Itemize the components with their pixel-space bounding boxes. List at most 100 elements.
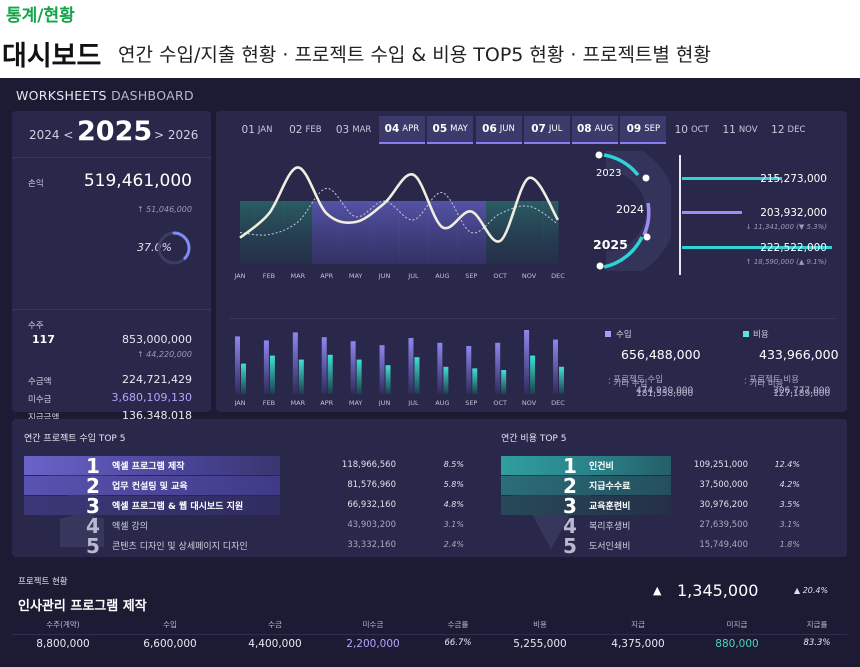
income-label: 수입 xyxy=(616,330,632,340)
bar-x-tick: APR xyxy=(320,399,333,406)
prev-year-button[interactable]: 2024 < xyxy=(29,128,74,142)
top-list-row[interactable]: 5 콘텐츠 디자인 및 상세페이지 디자인 xyxy=(24,533,280,558)
project-name[interactable]: 인사관리 프로그램 제작 xyxy=(18,599,147,614)
top-list-row[interactable]: 4 엑셀 강의 xyxy=(24,513,280,538)
month-name: JUL xyxy=(548,124,563,134)
income-bar xyxy=(350,341,356,394)
year-label[interactable]: 2025 xyxy=(593,237,628,252)
month-tab-apr[interactable]: 04 APR xyxy=(378,116,425,144)
project-section-label: 프로젝트 현황 xyxy=(18,577,68,587)
month-tab-may[interactable]: 05 MAY xyxy=(427,116,474,144)
cost-bar xyxy=(241,363,246,394)
line-x-tick: DEC xyxy=(551,272,565,280)
other-income-value: 181,558,000 xyxy=(636,389,694,399)
month-tab-jul[interactable]: 07 JUL xyxy=(523,116,570,144)
rank-number: 4 xyxy=(86,513,100,538)
category-title: 통계/현황 xyxy=(6,6,75,26)
project-col-value: 66.7% xyxy=(444,638,472,648)
line-x-tick: AUG xyxy=(435,272,449,280)
top-list-row[interactable]: 3 엑셀 프로그램 & 웹 대시보드 지원 xyxy=(24,494,280,518)
project-col-label: 지급 xyxy=(631,620,645,629)
project-col-value: 8,800,000 xyxy=(36,638,90,650)
year-bar xyxy=(682,246,832,249)
top-list-row[interactable]: 2 업무 컨설팅 및 교육 xyxy=(24,474,280,498)
year-compare-arc xyxy=(595,151,671,271)
dashboard: WORKSHEETS DASHBOARD 2024 < 2025 > 2026 … xyxy=(0,78,860,667)
income-bar xyxy=(553,339,558,394)
orders-delta: ↑ 44,220,000 xyxy=(136,350,192,359)
month-num: 05 xyxy=(432,123,448,135)
top-list-row[interactable]: 1 엑셀 프로그램 제작 xyxy=(24,454,280,478)
cost-bar xyxy=(530,355,536,394)
month-name: DEC xyxy=(787,125,806,135)
bar-x-tick: MAY xyxy=(349,399,363,406)
project-col-value: 6,600,000 xyxy=(143,638,197,650)
month-num: 07 xyxy=(531,123,546,135)
line-x-tick: JUN xyxy=(378,272,391,280)
rank-pct: 12.4% xyxy=(774,460,800,469)
rank-name: 업무 컨설팅 및 교육 xyxy=(112,482,188,492)
line-x-tick: APR xyxy=(320,272,333,280)
page-subtitle: 연간 수입/지출 현황 · 프로젝트 수입 & 비용 TOP5 현황 · 프로젝… xyxy=(118,44,711,66)
rank-number: 3 xyxy=(563,493,577,518)
year-label[interactable]: 2023 xyxy=(596,168,622,179)
month-tab-sep[interactable]: 09 SEP xyxy=(620,116,667,144)
month-tab-oct[interactable]: 10 OCT xyxy=(669,116,715,144)
top-list-row[interactable]: 4 복리후생비 xyxy=(501,514,671,538)
rank-value: 33,332,160 xyxy=(347,540,396,550)
month-tab-feb[interactable]: 02 FEB xyxy=(282,116,328,144)
bar-x-tick: JUN xyxy=(378,399,391,406)
rank-pct: 3.1% xyxy=(443,520,464,529)
top-list-row[interactable]: 1 인건비 xyxy=(501,453,671,478)
income-bar xyxy=(466,346,472,394)
line-x-tick: FEB xyxy=(263,272,275,280)
area-segment xyxy=(543,201,559,264)
summary-row-label: 수금액 xyxy=(28,377,52,387)
month-tab-jan[interactable]: 01 JAN xyxy=(234,116,280,144)
year-arc-dot xyxy=(596,262,604,270)
month-tab-aug[interactable]: 08 AUG xyxy=(572,116,619,144)
top-list-row[interactable]: 5 도서인쇄비 xyxy=(501,534,671,558)
year-arc-dot xyxy=(595,151,603,159)
month-num: 04 xyxy=(384,123,400,135)
income-bar xyxy=(321,337,327,394)
project-total: 1,345,000 xyxy=(677,581,759,600)
year-delta: ↑ 18,590,000 (▲ 9.1%) xyxy=(745,258,827,266)
month-tab-jun[interactable]: 06 JUN xyxy=(475,116,522,144)
summary-card: 2024 < 2025 > 2026 손익 519,461,000 ↑ 51,0… xyxy=(12,111,211,441)
area-segment xyxy=(283,201,313,264)
orders-count: 117 xyxy=(32,333,55,346)
line-x-tick: JAN xyxy=(234,272,246,280)
project-col-label: 수금률 xyxy=(447,620,469,629)
cost-bar xyxy=(298,359,304,394)
rank-number: 1 xyxy=(563,453,577,478)
cost-legend-swatch xyxy=(743,331,749,337)
top-income-title: 연간 프로젝트 수입 TOP 5 xyxy=(24,434,126,444)
line-x-tick: MAY xyxy=(349,272,363,280)
income-bar xyxy=(524,330,530,394)
rank-pct: 2.4% xyxy=(443,540,464,549)
month-name: NOV xyxy=(738,125,758,135)
area-segment xyxy=(514,201,545,264)
year-label[interactable]: 2024 xyxy=(616,203,644,216)
income-bar xyxy=(235,336,240,394)
cost-value: 433,966,000 xyxy=(759,347,839,362)
rank-pct: 4.2% xyxy=(779,480,800,489)
rank-number: 5 xyxy=(86,533,100,558)
month-num: 03 xyxy=(335,124,350,136)
line-x-tick: OCT xyxy=(493,272,507,280)
month-tab-mar[interactable]: 03 MAR xyxy=(331,116,377,144)
month-name: OCT xyxy=(690,125,709,135)
top-list-row[interactable]: 3 교육훈련비 xyxy=(501,493,671,518)
cost-bar xyxy=(501,370,507,394)
month-num: 12 xyxy=(771,124,785,136)
summary-row-value: 136,348,018 xyxy=(122,409,192,422)
project-col-label: 수입 xyxy=(163,620,177,629)
top-list-row[interactable]: 2 지급수수료 xyxy=(501,474,671,498)
month-tab-dec[interactable]: 12 DEC xyxy=(765,116,811,144)
next-year-button[interactable]: > 2026 xyxy=(154,128,199,142)
project-cost-value: 306,777,000 xyxy=(773,386,831,396)
month-tab-nov[interactable]: 11 NOV xyxy=(717,116,763,144)
project-col-label: 미지급 xyxy=(726,620,748,629)
bar-chart: JAN FEB MAR APR MAY JUN JUL AUG SEP OCT NOV DEC xyxy=(234,330,565,406)
